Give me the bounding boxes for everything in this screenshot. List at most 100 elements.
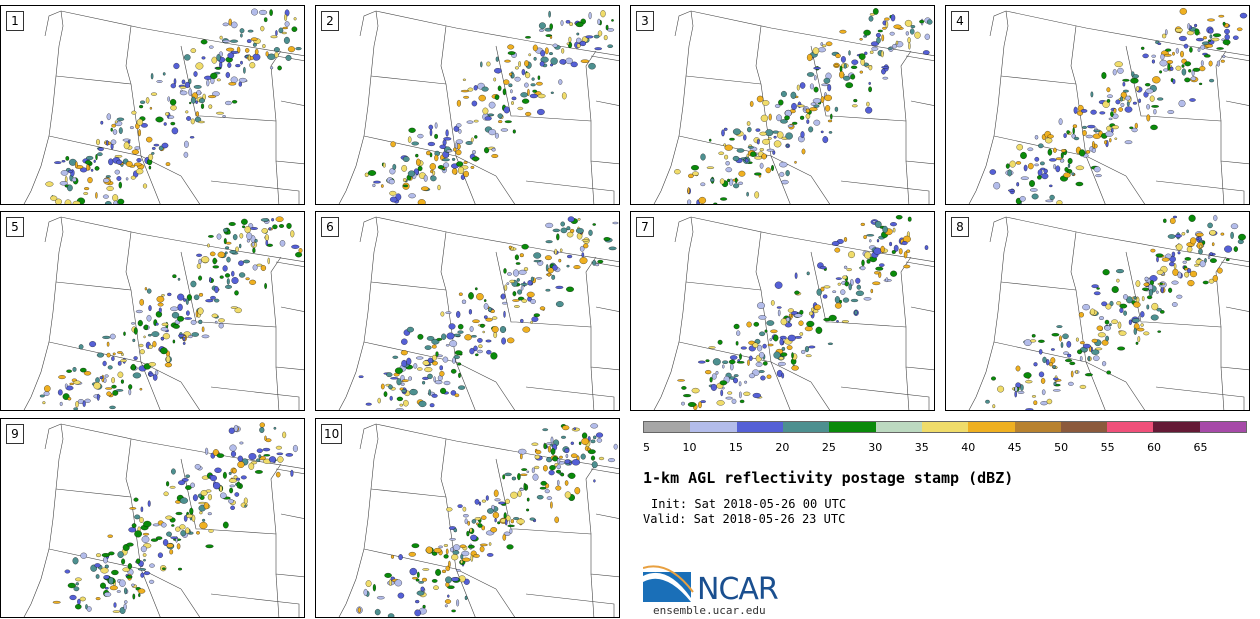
- reflectivity-cell: [1079, 384, 1087, 389]
- reflectivity-cell: [592, 259, 597, 266]
- reflectivity-cell: [566, 226, 571, 231]
- reflectivity-cell: [211, 313, 218, 318]
- reflectivity-cell: [104, 586, 109, 590]
- reflectivity-cell: [1199, 66, 1206, 72]
- reflectivity-cell: [1202, 280, 1209, 285]
- reflectivity-cell: [552, 456, 558, 462]
- reflectivity-cell: [1102, 361, 1107, 367]
- reflectivity-cell: [400, 350, 408, 356]
- reflectivity-cell: [208, 104, 213, 109]
- reflectivity-cell: [218, 318, 225, 323]
- reflectivity-cell: [502, 534, 507, 541]
- reflectivity-cell: [1211, 242, 1215, 247]
- reflectivity-cell: [59, 401, 63, 406]
- reflectivity-cell: [432, 354, 437, 361]
- reflectivity-cell: [758, 370, 765, 373]
- reflectivity-cell: [160, 327, 169, 332]
- map-boundary: [840, 386, 930, 410]
- reflectivity-cell: [863, 235, 867, 240]
- reflectivity-cell: [1169, 66, 1174, 71]
- reflectivity-cell: [1023, 372, 1032, 379]
- reflectivity-cell: [535, 449, 542, 455]
- reflectivity-cell: [434, 133, 438, 139]
- reflectivity-cell: [796, 104, 805, 108]
- reflectivity-cell: [429, 163, 436, 171]
- reflectivity-cell: [263, 454, 271, 457]
- reflectivity-cell: [722, 360, 729, 364]
- reflectivity-cell: [61, 160, 66, 163]
- reflectivity-cell: [179, 497, 188, 504]
- reflectivity-cell: [175, 511, 183, 516]
- reflectivity-cell: [236, 477, 241, 481]
- reflectivity-cell: [872, 281, 881, 286]
- reflectivity-cell: [458, 372, 461, 378]
- reflectivity-cell: [580, 453, 586, 460]
- reflectivity-cell: [398, 554, 403, 561]
- reflectivity-cell: [163, 491, 169, 497]
- reflectivity-cell: [65, 156, 70, 161]
- reflectivity-cell: [282, 431, 287, 439]
- reflectivity-cell: [778, 356, 784, 361]
- reflectivity-cell: [1111, 125, 1119, 130]
- reflectivity-cell: [576, 37, 582, 44]
- reflectivity-cell: [1209, 258, 1217, 263]
- reflectivity-cell: [444, 599, 452, 604]
- reflectivity-cell: [1091, 148, 1096, 153]
- reflectivity-cell: [1239, 12, 1248, 19]
- reflectivity-cell: [856, 284, 861, 290]
- reflectivity-cell: [848, 283, 852, 291]
- reflectivity-cell: [465, 141, 473, 145]
- reflectivity-cell: [767, 137, 772, 140]
- reflectivity-cell: [530, 320, 533, 324]
- reflectivity-cell: [479, 546, 485, 553]
- reflectivity-cell: [458, 385, 466, 390]
- map-boundary: [370, 488, 447, 498]
- reflectivity-cell: [781, 346, 786, 351]
- reflectivity-cell: [209, 45, 214, 49]
- reflectivity-cell: [544, 255, 552, 261]
- reflectivity-cell: [131, 322, 136, 325]
- reflectivity-cell: [882, 225, 888, 233]
- reflectivity-cell: [193, 71, 198, 77]
- reflectivity-cell: [248, 54, 251, 62]
- reflectivity-cell: [1172, 78, 1176, 85]
- reflectivity-cell: [408, 193, 416, 199]
- reflectivity-cell: [1047, 148, 1053, 156]
- reflectivity-cell: [764, 329, 768, 333]
- reflectivity-cell: [165, 355, 171, 363]
- reflectivity-cell: [1137, 336, 1141, 343]
- reflectivity-cell: [166, 531, 172, 537]
- map-boundary: [1225, 306, 1249, 312]
- reflectivity-cell: [156, 295, 165, 303]
- reflectivity-cell: [73, 586, 80, 592]
- reflectivity-cell: [114, 169, 120, 175]
- reflectivity-cell: [118, 181, 122, 189]
- reflectivity-cell: [598, 456, 605, 461]
- reflectivity-cell: [134, 514, 141, 520]
- reflectivity-cell: [427, 373, 433, 380]
- reflectivity-cell: [547, 267, 554, 274]
- reflectivity-cell: [876, 37, 881, 44]
- reflectivity-cell: [881, 34, 885, 42]
- reflectivity-cell: [105, 387, 113, 390]
- reflectivity-cell: [167, 292, 172, 297]
- reflectivity-cell: [463, 161, 468, 164]
- reflectivity-cell: [172, 339, 176, 344]
- reflectivity-cell: [1133, 301, 1141, 308]
- reflectivity-cell: [677, 379, 685, 382]
- reflectivity-cell: [285, 453, 294, 457]
- reflectivity-cell: [298, 248, 303, 253]
- reflectivity-cell: [291, 26, 298, 32]
- reflectivity-cell: [498, 120, 503, 124]
- reflectivity-cell: [869, 239, 872, 243]
- reflectivity-cell: [1118, 107, 1123, 112]
- reflectivity-cell: [464, 595, 468, 601]
- reflectivity-cell: [550, 91, 554, 94]
- map-boundary: [23, 216, 64, 410]
- reflectivity-cell: [1151, 54, 1156, 58]
- reflectivity-cell: [1124, 106, 1133, 113]
- reflectivity-cell: [235, 64, 241, 68]
- reflectivity-cell: [725, 161, 730, 166]
- reflectivity-cell: [390, 141, 396, 148]
- colorbar-tick-label: 15: [728, 441, 743, 454]
